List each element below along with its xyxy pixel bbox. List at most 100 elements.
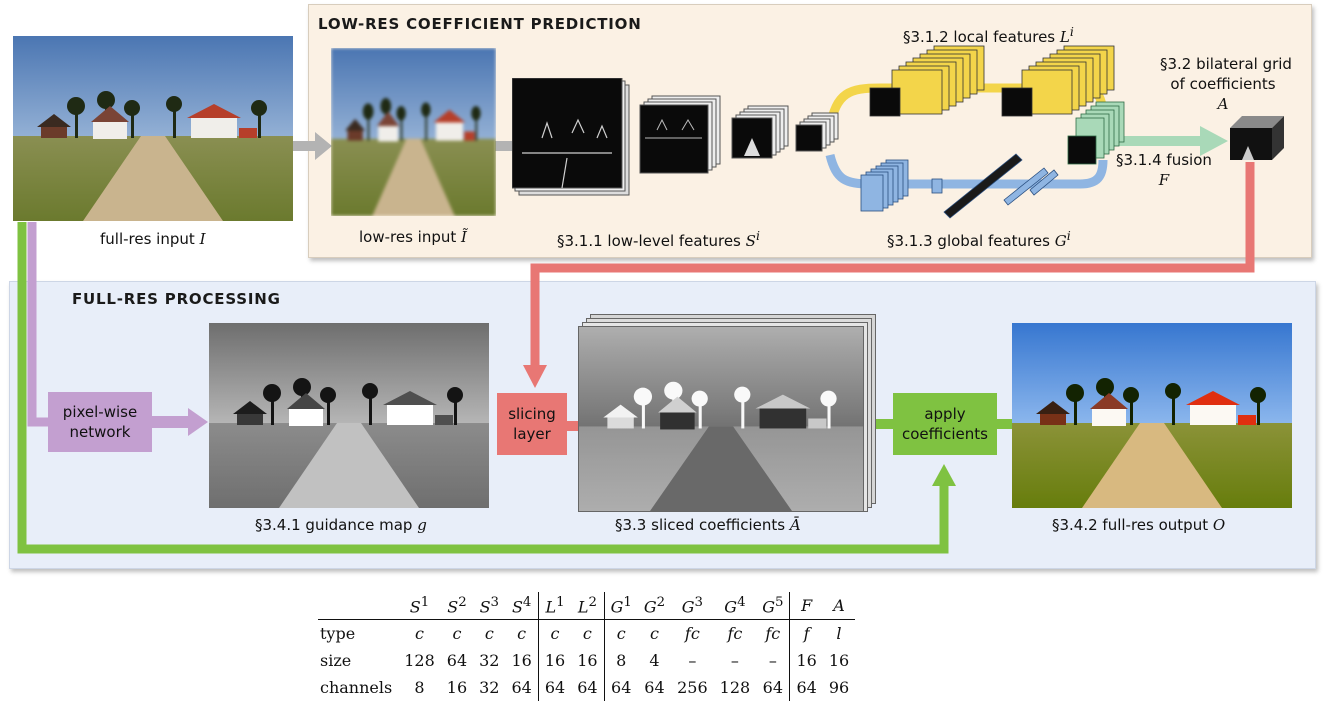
table-cell: – bbox=[730, 651, 739, 670]
global-features-caption: §3.1.3 global features Gi bbox=[887, 228, 1071, 250]
layer-spec-table-wrap: S1 S2 S3 S4 L1 L2 G1 G2 G3 G4 G5 F A type c c c c c c c c fc f… bbox=[318, 592, 856, 701]
table-cell: 16 bbox=[544, 651, 566, 670]
column-header-base: S bbox=[479, 597, 491, 617]
column-header-sup: 3 bbox=[490, 594, 500, 610]
pixelwise-network-block: pixel-wise network bbox=[48, 392, 152, 452]
lowres-to-features-arrow bbox=[495, 141, 517, 151]
table-column-header: A bbox=[822, 592, 856, 620]
table-cell: fc bbox=[727, 624, 743, 643]
table-cell: fc bbox=[756, 619, 791, 647]
table-column-header: F bbox=[789, 592, 823, 620]
column-header-base: G bbox=[762, 597, 775, 617]
table-column-header: G2 bbox=[637, 592, 672, 620]
table-column-header: S2 bbox=[440, 592, 474, 620]
global-branch-line bbox=[825, 153, 1108, 189]
input-to-apply-line bbox=[17, 222, 949, 554]
low-res-input-caption: low-res input Ĩ bbox=[359, 228, 467, 246]
table-cell: 8 bbox=[414, 678, 425, 697]
table-cell: f bbox=[803, 624, 810, 643]
fusion-caption: §3.1.4 fusion F bbox=[1116, 151, 1212, 189]
column-header-sup: 4 bbox=[522, 594, 532, 610]
table-row: channels 8 16 32 64 64 64 64 64 256 128 64 64 96 bbox=[318, 674, 855, 701]
table-header-row: S1 S2 S3 S4 L1 L2 G1 G2 G3 G4 G5 F A bbox=[318, 592, 856, 620]
table-column-header: S4 bbox=[505, 592, 539, 620]
column-header-base: L bbox=[545, 597, 557, 617]
table-row-label: type bbox=[320, 624, 356, 643]
table-column-header: G1 bbox=[604, 592, 638, 620]
sliced-coefficients-caption: §3.3 sliced coefficients Ā bbox=[615, 516, 801, 534]
apply-coefficients-block: apply coefficients bbox=[893, 393, 997, 455]
table-cell: 64 bbox=[544, 678, 566, 697]
table-cell: 128 bbox=[719, 678, 751, 697]
table-cell: 32 bbox=[479, 678, 500, 697]
column-header-base: G bbox=[681, 597, 695, 617]
column-header-sup: 5 bbox=[774, 594, 784, 610]
full-res-input-caption: full-res input I bbox=[100, 230, 206, 248]
feature-stack-l1 bbox=[869, 45, 985, 117]
table-cell: 64 bbox=[571, 674, 605, 701]
full-res-output-caption: §3.4.2 full-res output O bbox=[1052, 516, 1226, 534]
sliced-coefficients-image bbox=[578, 326, 864, 512]
table-cell: 256 bbox=[677, 678, 708, 697]
guidance-map-image bbox=[209, 323, 489, 508]
fusion-feature-stack bbox=[1067, 101, 1125, 165]
pixelwise-to-guidance-arrow bbox=[150, 408, 208, 436]
local-features-caption: §3.1.2 local features Li bbox=[903, 24, 1074, 46]
table-column-header: G5 bbox=[756, 592, 791, 620]
table-cell: 16 bbox=[446, 678, 468, 697]
low-res-input-image bbox=[331, 48, 496, 216]
table-cell: 64 bbox=[611, 678, 632, 697]
column-header-base: F bbox=[801, 596, 813, 615]
feature-stack-l2 bbox=[1001, 45, 1115, 117]
table-row-label: channels bbox=[320, 678, 393, 697]
column-header-sup: 2 bbox=[458, 594, 467, 610]
full-res-panel-title: FULL-RES PROCESSING bbox=[72, 290, 281, 308]
column-header-base: S bbox=[447, 597, 459, 617]
table-cell: 16 bbox=[828, 651, 850, 670]
table-row: size 128 64 32 16 16 16 8 4– – –16 16 bbox=[318, 647, 855, 674]
layer-spec-table: S1 S2 S3 S4 L1 L2 G1 G2 G3 G4 G5 F A type c c c c c c c c fc f… bbox=[318, 592, 856, 701]
table-cell: 64 bbox=[644, 678, 665, 697]
table-column-header: G3 bbox=[671, 592, 714, 620]
table-column-header: L2 bbox=[571, 592, 605, 620]
bilateral-grid-caption: §3.2 bilateral grid of coefficients A bbox=[1160, 55, 1292, 113]
coefficients-to-slicing-arrowhead bbox=[523, 365, 547, 388]
column-header-sup: 3 bbox=[694, 594, 703, 610]
feature-stack-s4 bbox=[795, 112, 839, 152]
low-res-panel-title: LOW-RES COEFFICIENT PREDICTION bbox=[318, 15, 642, 33]
table-cell: – bbox=[688, 651, 697, 670]
table-cell: – bbox=[756, 647, 791, 674]
column-header-sup: 1 bbox=[623, 594, 632, 610]
table-cell: 16 bbox=[505, 647, 539, 674]
column-header-sup: 2 bbox=[656, 594, 666, 610]
input-to-apply-arrowhead bbox=[932, 464, 956, 486]
feature-stack-s1 bbox=[512, 78, 630, 196]
global-feature-stacks bbox=[860, 153, 1059, 219]
column-header-base: A bbox=[833, 596, 845, 615]
feature-stack-g1 bbox=[860, 159, 909, 212]
feature-stack-g3 bbox=[943, 153, 1023, 219]
column-header-base: S bbox=[409, 597, 421, 617]
table-cell: 8 bbox=[616, 651, 627, 670]
table-column-header: S1 bbox=[398, 592, 441, 620]
column-header-sup: 4 bbox=[737, 594, 746, 610]
table-column-header: L1 bbox=[538, 592, 572, 620]
low-level-features-caption: §3.1.1 low-level features Si bbox=[557, 228, 760, 250]
column-header-sup: 2 bbox=[588, 594, 597, 610]
table-cell: 128 bbox=[404, 651, 435, 670]
fusion-arrow bbox=[1118, 126, 1228, 156]
table-cell: c bbox=[649, 624, 659, 643]
slicing-layer-block: slicing layer bbox=[497, 393, 567, 455]
table-cell: 64 bbox=[756, 674, 791, 701]
table-cell: 96 bbox=[828, 678, 850, 697]
table-column-header: G4 bbox=[713, 592, 757, 620]
table-cell: 64 bbox=[505, 674, 539, 701]
table-cell: fc bbox=[684, 624, 700, 643]
table-cell: 32 bbox=[479, 651, 500, 670]
slicing-to-sliced-arrow bbox=[566, 421, 580, 431]
sliced-to-apply-arrow bbox=[870, 419, 896, 429]
table-cell: 16 bbox=[571, 647, 605, 674]
table-cell: c bbox=[415, 624, 424, 643]
input-to-pixelwise-line bbox=[27, 222, 48, 427]
table-cell: 16 bbox=[796, 651, 817, 670]
